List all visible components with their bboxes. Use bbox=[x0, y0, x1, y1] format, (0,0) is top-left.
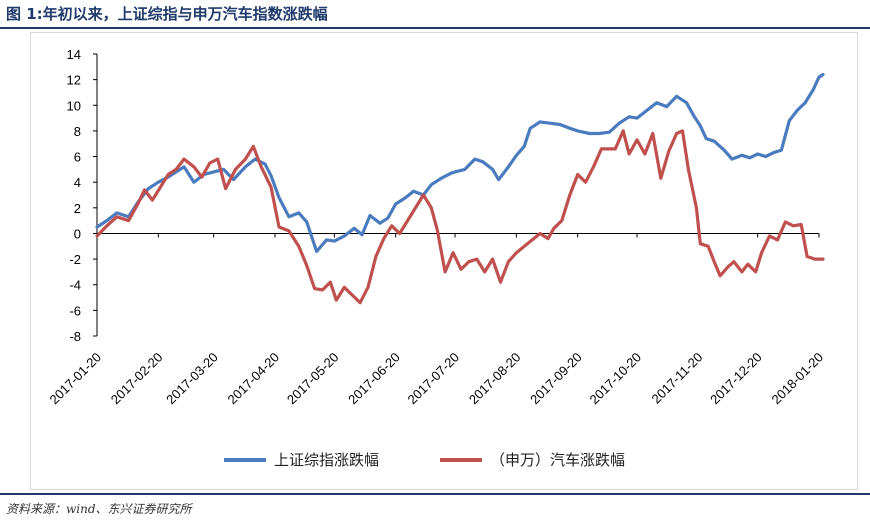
legend-label: 上证综指涨跌幅 bbox=[274, 451, 379, 469]
y-axis: 14 12 10 8 6 4 2 0 -2 -4 -6 -8 bbox=[67, 47, 98, 344]
y-tick-label: 14 bbox=[67, 47, 81, 62]
legend: 上证综指涨跌幅 （申万）汽车涨跌幅 bbox=[224, 451, 625, 469]
bottom-rule bbox=[0, 493, 870, 495]
x-tick-label: 2017-06-20 bbox=[345, 350, 403, 408]
y-tick-label: 0 bbox=[74, 226, 81, 241]
x-tick-label: 2017-11-20 bbox=[649, 350, 706, 407]
series-line-shanghai-composite bbox=[95, 72, 825, 253]
y-tick-label: -6 bbox=[69, 303, 81, 318]
x-tick-label: 2017-01-20 bbox=[46, 350, 104, 408]
y-tick-label: -8 bbox=[69, 329, 81, 344]
plot-frame bbox=[30, 32, 858, 490]
legend-label: （申万）汽车涨跌幅 bbox=[490, 451, 625, 469]
series-line-auto-index bbox=[95, 129, 825, 305]
top-rule bbox=[0, 27, 870, 29]
x-tick-label: 2017-08-20 bbox=[466, 350, 524, 408]
x-tick-label: 2017-03-20 bbox=[163, 350, 221, 408]
source-note: 资料来源：wind、东兴证券研究所 bbox=[6, 502, 192, 516]
y-tick-label: -4 bbox=[69, 278, 81, 293]
x-tick-label: 2017-10-20 bbox=[587, 350, 645, 408]
x-tick-label: 2017-07-20 bbox=[405, 350, 463, 408]
x-tick-label: 2017-04-20 bbox=[225, 350, 283, 408]
y-tick-label: 6 bbox=[74, 150, 81, 165]
y-tick-label: -2 bbox=[69, 252, 81, 267]
x-tick-label: 2018-01-20 bbox=[768, 350, 826, 408]
y-tick-label: 4 bbox=[74, 175, 81, 190]
figure-title: 图 1:年初以来，上证综指与申万汽车指数涨跌幅 bbox=[6, 5, 328, 23]
x-tick-label: 2017-02-20 bbox=[108, 350, 166, 408]
x-tick-label: 2017-12-20 bbox=[707, 350, 765, 408]
y-tick-label: 12 bbox=[67, 73, 81, 88]
series-lines bbox=[95, 72, 825, 305]
y-tick-label: 2 bbox=[74, 201, 81, 216]
x-tick-label: 2017-09-20 bbox=[527, 350, 585, 408]
y-tick-label: 10 bbox=[67, 98, 81, 113]
y-tick-label: 8 bbox=[74, 124, 81, 139]
x-tick-label: 2017-05-20 bbox=[284, 350, 342, 408]
